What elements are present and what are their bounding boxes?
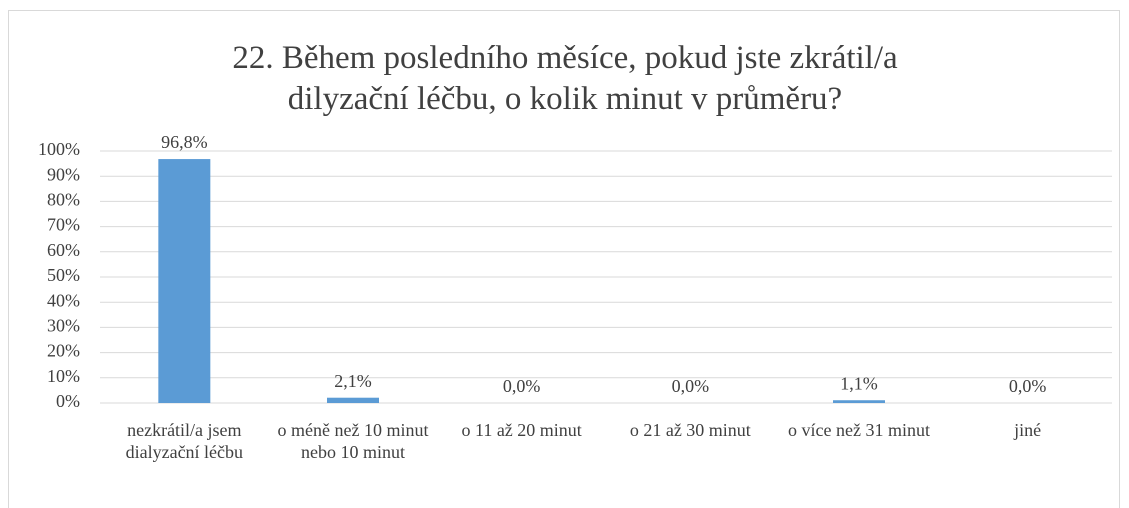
y-tick-label: 0%	[56, 391, 80, 411]
x-tick-label-box: nezkrátil/a jsem dialyzační léčbu	[125, 420, 244, 462]
x-tick-label-box: jiné	[1014, 420, 1042, 440]
y-tick-label: 90%	[47, 164, 80, 184]
x-tick-label-box: o 21 až 30 minut	[629, 420, 751, 440]
x-tick-label: o 11 až 20 minut	[461, 420, 582, 440]
x-tick-label: nezkrátil/a jsem dialyzační léčbu	[125, 420, 244, 462]
data-label: 2,1%	[334, 371, 372, 391]
data-label: 96,8%	[161, 132, 208, 152]
x-tick-label: jiné	[1014, 420, 1042, 440]
x-tick-label-box: o 11 až 20 minut	[461, 420, 582, 440]
y-tick-label: 60%	[47, 240, 80, 260]
bar	[327, 397, 379, 403]
y-tick-label: 20%	[47, 341, 80, 361]
chart-title-box: 22. Během posledního měsíce, pokud jste …	[232, 40, 898, 117]
data-label: 0,0%	[503, 376, 541, 396]
y-tick-label: 10%	[47, 366, 80, 386]
y-tick-label: 100%	[38, 139, 80, 159]
y-tick-label: 80%	[47, 190, 80, 210]
x-tick-label: o více než 31 minut	[788, 420, 930, 440]
bar	[158, 159, 211, 403]
y-tick-label: 30%	[47, 316, 80, 336]
data-label: 0,0%	[672, 376, 710, 396]
x-tick-label-box: o více než 31 minut	[788, 420, 930, 440]
data-label: 0,0%	[1009, 376, 1047, 396]
bar	[833, 400, 885, 403]
y-tick-label: 50%	[47, 265, 80, 285]
x-tick-label-box: o méně než 10 minut nebo 10 minut	[277, 420, 429, 462]
x-tick-label: o méně než 10 minut nebo 10 minut	[277, 420, 429, 462]
y-tick-label: 40%	[47, 290, 80, 310]
chart-title: 22. Během posledního měsíce, pokud jste …	[232, 40, 898, 117]
y-tick-label: 70%	[47, 215, 80, 235]
x-tick-label: o 21 až 30 minut	[629, 420, 751, 440]
chart-frame	[8, 10, 1120, 508]
data-label: 1,1%	[840, 373, 878, 393]
